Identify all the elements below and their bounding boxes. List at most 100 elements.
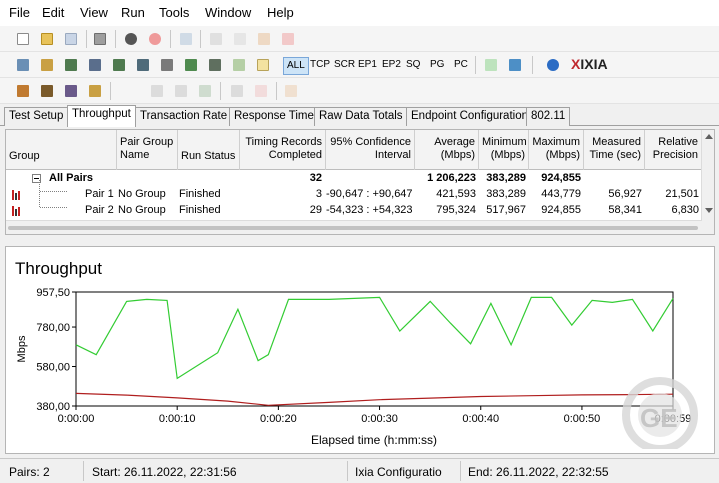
tab-response-time[interactable]: Response Time <box>229 107 319 126</box>
menu-bar: File Edit View Run Tools Window Help <box>0 0 719 26</box>
row-precision: 21,501 <box>665 188 699 200</box>
stop-icon[interactable] <box>146 30 164 48</box>
refresh-icon[interactable] <box>177 30 195 48</box>
new-file-icon[interactable] <box>14 30 32 48</box>
zoom-icon[interactable] <box>196 82 214 100</box>
run-icon[interactable] <box>122 30 140 48</box>
row-group: All Pairs <box>49 172 94 184</box>
topology-icon[interactable] <box>86 56 104 74</box>
print-icon[interactable] <box>91 30 109 48</box>
col-confidence-interval[interactable]: 95% Confidence Interval <box>326 130 415 170</box>
horizontal-scrollbar[interactable] <box>6 220 702 234</box>
row-maximum: 443,779 <box>541 188 581 200</box>
col-average[interactable]: Average (Mbps) <box>415 130 479 170</box>
tab-80211[interactable]: 802.11 <box>526 107 571 126</box>
filter-scr[interactable]: SCR <box>334 59 356 70</box>
endpoint-icon[interactable] <box>110 56 128 74</box>
move-icon[interactable] <box>228 82 246 100</box>
delete-icon[interactable] <box>279 30 297 48</box>
filter-tcp[interactable]: TCP <box>310 59 330 70</box>
menu-window[interactable]: Window <box>205 5 252 20</box>
y-tick-label: 380,00 <box>36 401 70 413</box>
row-time: 58,341 <box>608 204 642 216</box>
add-pair-icon[interactable] <box>14 56 32 74</box>
palette-icon[interactable] <box>86 82 104 100</box>
scroll-up-icon[interactable] <box>705 134 713 139</box>
row-timing: 32 <box>309 172 322 184</box>
tab-transaction-rate[interactable]: Transaction Rate <box>135 107 233 126</box>
row-average: 1 206,223 <box>427 172 476 184</box>
menu-help[interactable]: Help <box>267 5 294 20</box>
cut-icon[interactable] <box>207 30 225 48</box>
col-run-status[interactable]: Run Status <box>178 130 240 170</box>
col-relative-precision[interactable]: Relative Precision <box>645 130 702 170</box>
menu-edit[interactable]: Edit <box>42 5 65 20</box>
split-icon[interactable] <box>252 82 270 100</box>
export-icon[interactable] <box>482 56 500 74</box>
wand-icon[interactable] <box>38 82 56 100</box>
menu-tools[interactable]: Tools <box>159 5 190 20</box>
row-pair-group: No Group <box>118 204 166 216</box>
rename-icon[interactable] <box>206 56 224 74</box>
graph-config-icon[interactable] <box>62 82 80 100</box>
edit-pair-icon[interactable] <box>182 56 200 74</box>
x-tick-label: 0:00:50 <box>564 413 601 425</box>
chart-title: Throughput <box>15 259 102 278</box>
col-pair-group-name[interactable]: Pair Group Name <box>117 130 178 170</box>
pair-chart-icon <box>12 190 22 200</box>
brush-icon[interactable] <box>14 82 32 100</box>
edit-script-icon[interactable] <box>158 56 176 74</box>
status-end: End: 26.11.2022, 22:32:55 <box>468 465 609 479</box>
filter-all[interactable]: ALL <box>283 57 309 75</box>
filter-pc[interactable]: PC <box>454 59 468 70</box>
x-tick-label: 0:00:20 <box>260 413 297 425</box>
network-icon[interactable] <box>62 56 80 74</box>
options-icon[interactable] <box>506 56 524 74</box>
paste-icon[interactable] <box>255 30 273 48</box>
menu-run[interactable]: Run <box>121 5 145 20</box>
table-icon[interactable] <box>282 82 300 100</box>
add-multicast-icon[interactable] <box>38 56 56 74</box>
collapse-icon[interactable] <box>172 82 190 100</box>
row-maximum: 924,855 <box>541 204 581 216</box>
filter-ep2[interactable]: EP2 <box>382 59 401 70</box>
col-timing-records[interactable]: Timing Records Completed <box>240 130 326 170</box>
pair-chart-icon <box>12 206 22 216</box>
copy-icon[interactable] <box>231 30 249 48</box>
row-ci: -90,647 : +90,647 <box>326 188 413 200</box>
menu-view[interactable]: View <box>80 5 108 20</box>
col-maximum[interactable]: Maximum (Mbps) <box>529 130 584 170</box>
scroll-down-icon[interactable] <box>705 208 713 213</box>
filter-ep1[interactable]: EP1 <box>358 59 377 70</box>
col-group[interactable]: Group <box>6 130 117 170</box>
ixia-logo: XIXIA <box>571 56 608 72</box>
filter-pg[interactable]: PG <box>430 59 445 70</box>
menu-file[interactable]: File <box>9 5 30 20</box>
group-icon[interactable] <box>134 56 152 74</box>
collapse-tree-icon[interactable] <box>32 174 41 183</box>
status-bar: Pairs: 2 Start: 26.11.2022, 22:31:56 Ixi… <box>0 458 719 483</box>
row-time: 56,927 <box>608 188 642 200</box>
row-pair-group: No Group <box>118 188 166 200</box>
col-measured-time[interactable]: Measured Time (sec) <box>584 130 645 170</box>
x-axis-label: Elapsed time (h:mm:ss) <box>311 433 437 447</box>
col-minimum[interactable]: Minimum (Mbps) <box>479 130 529 170</box>
save-icon[interactable] <box>62 30 80 48</box>
open-folder-icon[interactable] <box>38 30 56 48</box>
info-icon[interactable] <box>544 56 562 74</box>
swap-icon[interactable] <box>230 56 248 74</box>
scroll-thumb[interactable] <box>8 226 698 230</box>
tab-endpoint-configuration[interactable]: Endpoint Configuration <box>406 107 533 126</box>
row-minimum: 383,289 <box>486 188 526 200</box>
row-timing: 29 <box>309 204 322 216</box>
number-icon[interactable] <box>254 56 272 74</box>
tab-raw-data-totals[interactable]: Raw Data Totals <box>314 107 408 126</box>
toolbar-results <box>0 78 719 104</box>
status-config: Ixia Configuratio <box>355 465 442 479</box>
tab-test-setup[interactable]: Test Setup <box>4 107 69 126</box>
filter-sq[interactable]: SQ <box>406 59 421 70</box>
vertical-scrollbar[interactable] <box>701 130 714 234</box>
expand-icon[interactable] <box>148 82 166 100</box>
row-maximum: 924,855 <box>541 172 581 184</box>
tab-throughput[interactable]: Throughput <box>67 105 136 127</box>
